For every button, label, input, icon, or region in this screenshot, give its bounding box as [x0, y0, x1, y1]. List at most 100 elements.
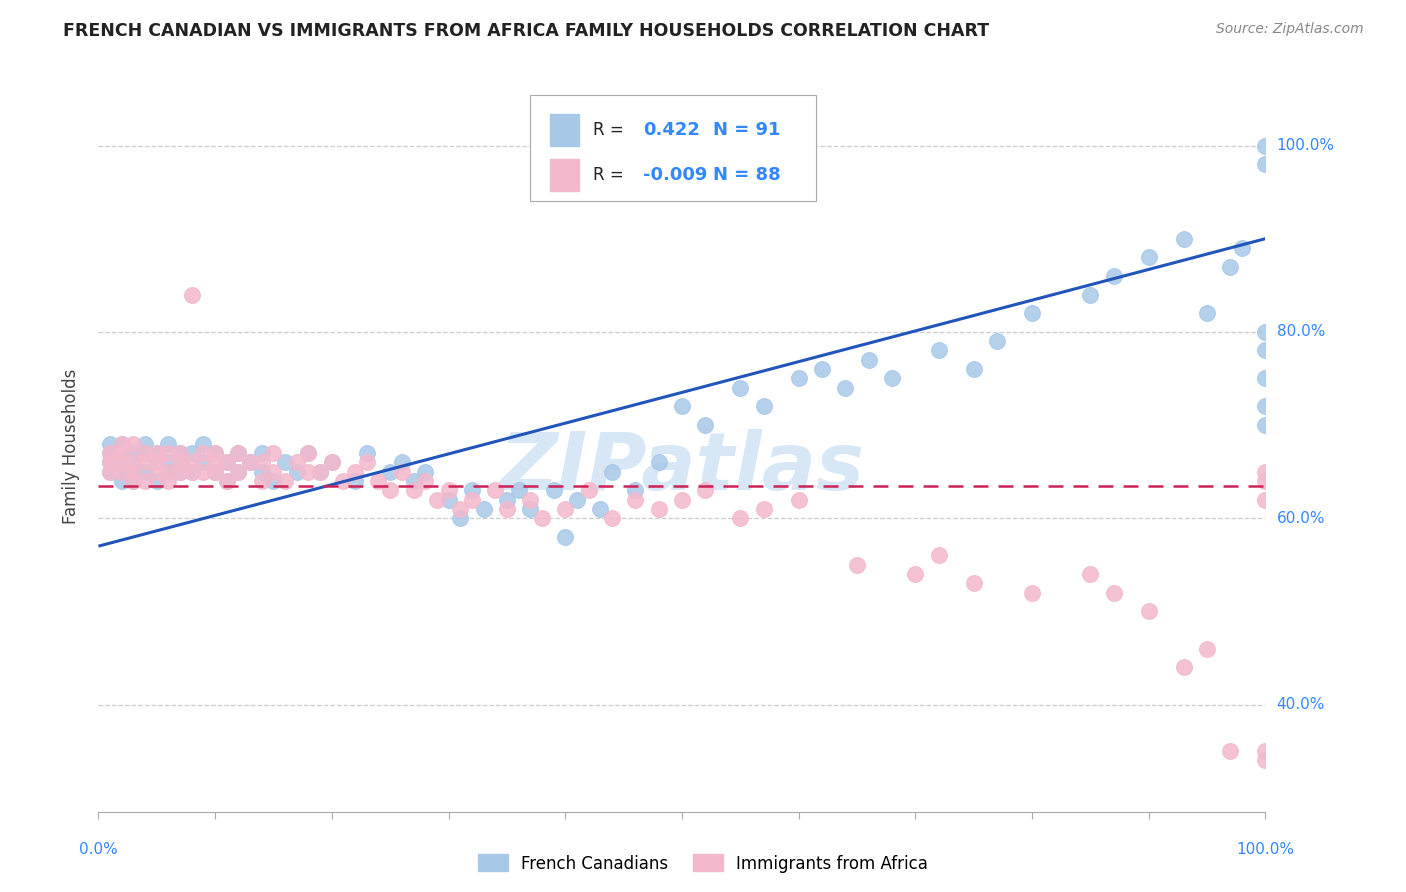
Point — [134, 465, 156, 479]
Point — [1173, 660, 1195, 674]
Point — [1080, 287, 1102, 301]
Point — [321, 455, 343, 469]
Point — [111, 474, 134, 488]
Point — [134, 455, 156, 469]
Point — [461, 483, 484, 498]
Point — [250, 455, 273, 469]
Point — [228, 465, 250, 479]
Point — [285, 455, 308, 469]
Text: N = 88: N = 88 — [713, 166, 782, 185]
Point — [134, 446, 156, 460]
Point — [752, 502, 775, 516]
Point — [146, 474, 169, 488]
Point — [98, 436, 121, 450]
Point — [1230, 241, 1253, 255]
Point — [391, 455, 413, 469]
Point — [122, 436, 145, 450]
Text: 0.422: 0.422 — [644, 121, 700, 139]
Point — [180, 455, 202, 469]
Point — [122, 474, 145, 488]
Point — [122, 455, 145, 469]
Point — [1254, 325, 1277, 339]
Point — [426, 492, 449, 507]
Point — [1254, 343, 1277, 358]
Point — [321, 455, 343, 469]
Point — [122, 446, 145, 460]
Point — [402, 483, 425, 498]
Point — [180, 287, 202, 301]
FancyBboxPatch shape — [530, 95, 815, 201]
Point — [1254, 138, 1277, 153]
Point — [169, 446, 191, 460]
Point — [98, 446, 121, 460]
Point — [647, 455, 669, 469]
Point — [356, 446, 378, 460]
Point — [1219, 260, 1241, 274]
Point — [204, 465, 226, 479]
Point — [239, 455, 262, 469]
Point — [204, 465, 226, 479]
Point — [169, 465, 191, 479]
Point — [413, 474, 436, 488]
Point — [1254, 474, 1277, 488]
Point — [111, 465, 134, 479]
Text: R =: R = — [593, 121, 630, 139]
Point — [461, 492, 484, 507]
Point — [730, 381, 752, 395]
Point — [169, 446, 191, 460]
Point — [846, 558, 869, 572]
Point — [1137, 604, 1160, 618]
Point — [111, 436, 134, 450]
Point — [111, 465, 134, 479]
Point — [146, 455, 169, 469]
Point — [380, 483, 402, 498]
Point — [986, 334, 1008, 348]
Point — [180, 465, 202, 479]
Point — [262, 465, 284, 479]
Point — [239, 455, 262, 469]
Point — [215, 455, 238, 469]
Point — [928, 549, 950, 563]
Point — [391, 465, 413, 479]
Point — [508, 483, 530, 498]
Point — [1219, 744, 1241, 758]
Text: ZIPatlas: ZIPatlas — [499, 429, 865, 507]
Point — [262, 446, 284, 460]
Point — [204, 455, 226, 469]
Point — [730, 511, 752, 525]
Point — [146, 446, 169, 460]
Point — [834, 381, 856, 395]
Point — [1254, 371, 1277, 385]
Point — [134, 446, 156, 460]
Point — [1254, 417, 1277, 432]
Point — [695, 483, 717, 498]
Point — [309, 465, 332, 479]
Point — [157, 465, 180, 479]
Point — [122, 455, 145, 469]
Point — [356, 455, 378, 469]
Point — [1195, 641, 1218, 656]
Text: 60.0%: 60.0% — [1277, 511, 1324, 525]
Point — [111, 455, 134, 469]
Point — [204, 446, 226, 460]
Point — [449, 511, 471, 525]
Point — [274, 474, 297, 488]
Text: FRENCH CANADIAN VS IMMIGRANTS FROM AFRICA FAMILY HOUSEHOLDS CORRELATION CHART: FRENCH CANADIAN VS IMMIGRANTS FROM AFRIC… — [63, 22, 990, 40]
Point — [519, 502, 541, 516]
Point — [880, 371, 903, 385]
Point — [193, 436, 215, 450]
Point — [1254, 157, 1277, 171]
Point — [157, 436, 180, 450]
Point — [98, 455, 121, 469]
Point — [600, 511, 623, 525]
Bar — [550, 159, 579, 192]
Point — [1254, 754, 1277, 768]
Point — [589, 502, 612, 516]
Point — [111, 455, 134, 469]
Point — [1021, 306, 1043, 320]
Text: N = 91: N = 91 — [713, 121, 780, 139]
Legend: French Canadians, Immigrants from Africa: French Canadians, Immigrants from Africa — [471, 847, 935, 880]
Point — [671, 400, 693, 414]
Point — [169, 455, 191, 469]
Point — [472, 502, 495, 516]
